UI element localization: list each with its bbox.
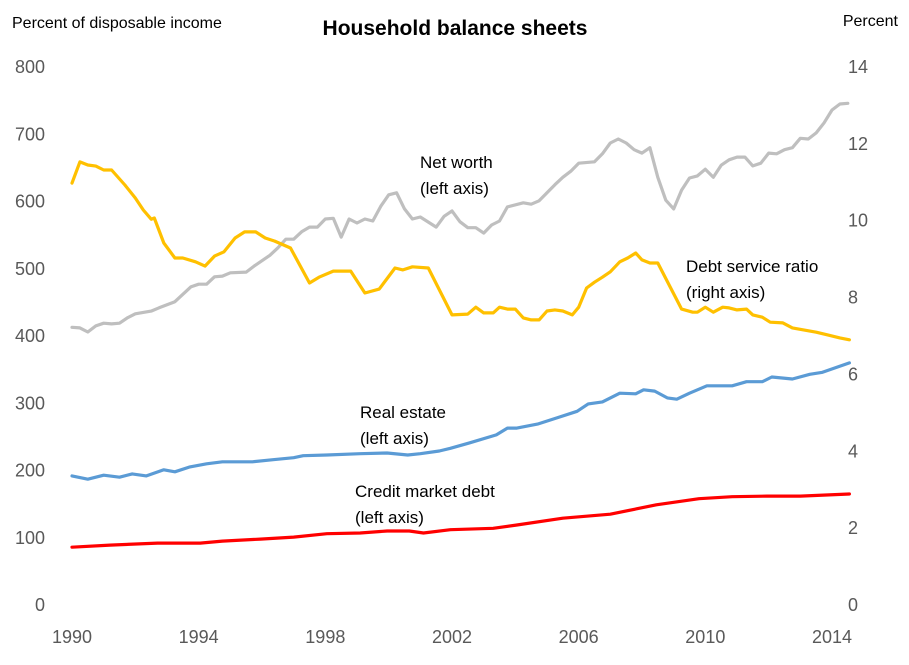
credit-market-debt-label: (left axis): [355, 508, 424, 527]
right-tick-label: 14: [848, 57, 868, 77]
right-tick-label: 10: [848, 211, 868, 231]
x-tick-label: 1994: [179, 627, 219, 647]
right-tick-label: 2: [848, 518, 858, 538]
x-axis-ticks: 1990 1994 1998 2002 2006 2010 2014: [52, 627, 852, 647]
debt-service-ratio-line: [70, 160, 852, 342]
real-estate-label: (left axis): [360, 429, 429, 448]
left-axis-ticks: 0 100 200 300 400 500 600 700 800: [15, 57, 45, 615]
left-tick-label: 600: [15, 192, 45, 212]
x-tick-label: 2010: [685, 627, 725, 647]
series-annotations: Net worth (left axis) Debt service ratio (r…: [355, 153, 818, 527]
debt-service-ratio-label: (right axis): [686, 283, 765, 302]
left-tick-label: 200: [15, 461, 45, 481]
right-tick-label: 8: [848, 288, 858, 308]
right-tick-label: 6: [848, 364, 858, 384]
right-axis-title: Percent: [843, 13, 899, 30]
right-tick-label: 4: [848, 441, 858, 461]
credit-market-debt-label: Credit market debt: [355, 482, 495, 501]
right-axis-ticks: 0 2 4 6 8 10 12 14: [848, 57, 868, 615]
right-tick-label: 12: [848, 134, 868, 154]
real-estate-line: [70, 361, 852, 481]
x-tick-label: 1998: [305, 627, 345, 647]
x-tick-label: 2006: [559, 627, 599, 647]
left-tick-label: 0: [35, 595, 45, 615]
left-tick-label: 400: [15, 326, 45, 346]
left-tick-label: 800: [15, 57, 45, 77]
net-worth-label: (left axis): [420, 179, 489, 198]
x-tick-label: 2002: [432, 627, 472, 647]
debt-service-ratio-label: Debt service ratio: [686, 257, 818, 276]
right-tick-label: 0: [848, 595, 858, 615]
x-tick-label: 2014: [812, 627, 852, 647]
left-tick-label: 700: [15, 124, 45, 144]
left-axis-title: Percent of disposable income: [12, 15, 222, 32]
net-worth-label: Net worth: [420, 153, 493, 172]
left-tick-label: 300: [15, 393, 45, 413]
real-estate-label: Real estate: [360, 403, 446, 422]
series-lines: [70, 101, 852, 549]
left-tick-label: 100: [15, 528, 45, 548]
chart-title: Household balance sheets: [323, 17, 588, 40]
credit-market-debt-line: [70, 492, 852, 549]
x-tick-label: 1990: [52, 627, 92, 647]
net-worth-line: [70, 101, 850, 334]
left-tick-label: 500: [15, 259, 45, 279]
